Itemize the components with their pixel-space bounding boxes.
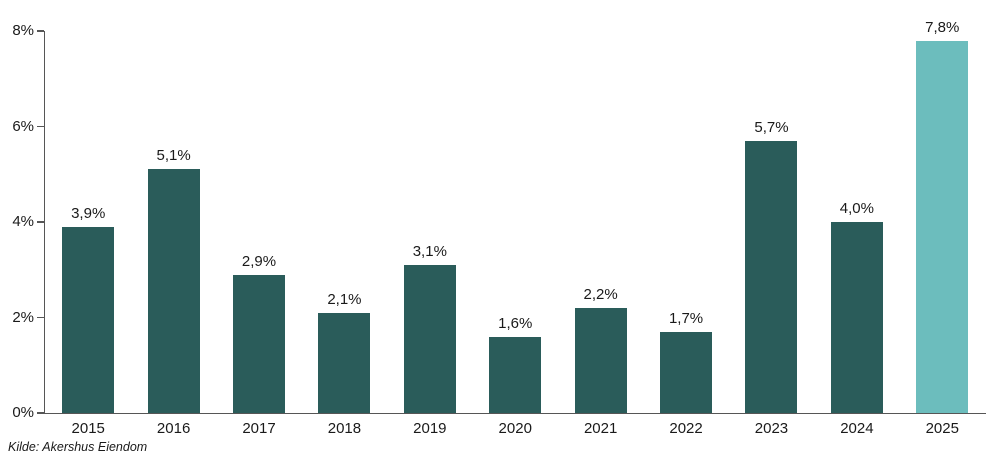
bar-2018 xyxy=(318,312,371,413)
bar-2025 xyxy=(916,40,969,413)
bar-value-label: 2,1% xyxy=(327,290,362,308)
y-axis-tick-label: 0% xyxy=(12,404,34,421)
x-axis-label-2023: 2023 xyxy=(754,420,789,437)
bar-2023 xyxy=(745,140,798,413)
bar-value-label: 5,1% xyxy=(156,147,191,165)
bar-value-label: 3,9% xyxy=(71,204,106,222)
bar-value-label: 2,2% xyxy=(583,285,618,303)
y-axis-tick xyxy=(37,221,44,223)
bar-value-label: 2,9% xyxy=(241,252,277,270)
x-axis-label-2015: 2015 xyxy=(71,420,105,437)
source-note: Kilde: Akershus Eiendom xyxy=(8,440,148,454)
x-axis-label-2016: 2016 xyxy=(156,420,191,437)
bar-2020 xyxy=(489,336,542,413)
bar-2022 xyxy=(660,331,713,413)
bar-value-label: 4,0% xyxy=(839,200,874,217)
bar-value-label: 5,7% xyxy=(754,118,789,136)
bar-2016 xyxy=(147,169,200,413)
bar-value-label: 1,7% xyxy=(668,309,704,327)
x-axis-label-2020: 2020 xyxy=(498,420,532,437)
x-axis-label-2024: 2024 xyxy=(840,420,874,437)
y-axis-tick xyxy=(37,412,44,414)
bar-value-label: 3,1% xyxy=(412,242,447,260)
x-axis-label-2021: 2021 xyxy=(583,420,618,437)
y-axis-tick xyxy=(37,316,44,319)
x-axis-label-2025: 2025 xyxy=(925,420,959,437)
y-axis-tick xyxy=(37,125,44,128)
bar-2021 xyxy=(574,307,627,413)
bar-value-label: 7,8% xyxy=(925,18,960,36)
y-axis-tick-label: 8% xyxy=(12,22,34,39)
y-axis-tick xyxy=(37,30,44,32)
y-axis-tick-label: 6% xyxy=(12,117,34,135)
y-axis-tick-label: 2% xyxy=(12,308,34,326)
plot-area xyxy=(44,31,986,414)
x-axis-label-2022: 2022 xyxy=(669,420,703,437)
x-axis-label-2019: 2019 xyxy=(413,420,447,437)
bar-2024 xyxy=(830,222,883,413)
y-axis-tick-label: 4% xyxy=(12,213,34,230)
x-axis-label-2018: 2018 xyxy=(327,420,362,437)
bar-2015 xyxy=(62,226,115,413)
bar-2019 xyxy=(403,264,456,413)
bar-2017 xyxy=(233,274,286,413)
x-axis-label-2017: 2017 xyxy=(242,420,276,437)
bar-value-label: 1,6% xyxy=(498,314,533,332)
